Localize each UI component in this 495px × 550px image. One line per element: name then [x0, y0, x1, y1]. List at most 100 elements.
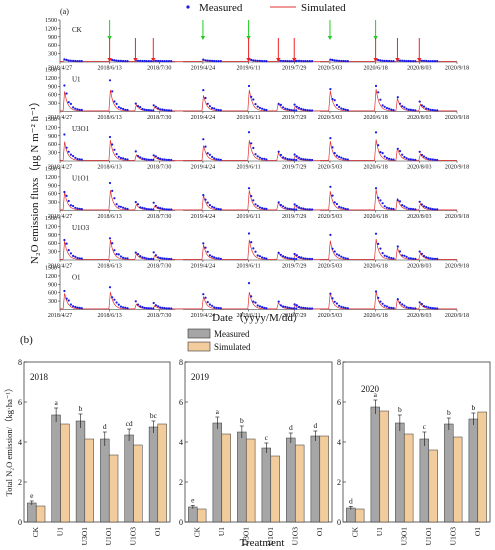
measured-point	[219, 158, 222, 161]
simulated-series-line	[60, 89, 457, 112]
measured-point	[381, 302, 384, 305]
x-tick-label: 2018/7/30	[147, 214, 171, 220]
measured-point	[398, 200, 402, 203]
measured-point	[383, 254, 386, 257]
measured-point	[427, 207, 430, 210]
measured-point	[206, 301, 209, 304]
measured-point	[139, 156, 142, 159]
measured-point	[414, 257, 417, 260]
measured-point	[117, 303, 120, 306]
measured-point	[126, 307, 129, 310]
measured-point	[401, 303, 404, 306]
measured-point	[69, 59, 72, 62]
bar-y-tick-label: 2	[179, 478, 183, 487]
measured-point	[147, 158, 150, 161]
x-tick-label: 2020/5/03	[318, 313, 342, 319]
y-tick-label: 300	[48, 299, 57, 305]
measured-point	[122, 157, 125, 160]
fertilization-arrow-red-head	[292, 58, 297, 62]
measured-point	[295, 304, 298, 307]
measured-point	[157, 59, 160, 63]
panel-b-xlabel: Treatment	[240, 537, 285, 549]
x-tick-label: 2019/4/24	[191, 115, 215, 121]
bar-measured-u1o1	[100, 438, 110, 523]
measured-point	[159, 108, 162, 111]
measured-point	[381, 252, 384, 255]
measured-point	[284, 256, 287, 259]
fertilization-arrow-red-head	[107, 58, 112, 62]
x-tick-label: 2020/6/18	[363, 214, 387, 220]
panel-b-legend: Measured Simulated	[187, 328, 251, 352]
x-tick-label: 2018/6/13	[97, 115, 121, 121]
measured-point	[304, 108, 307, 112]
measured-point	[167, 208, 171, 211]
measured-point	[344, 306, 347, 310]
measured-point	[126, 207, 129, 211]
measured-point	[329, 137, 332, 140]
measured-point	[80, 208, 83, 211]
measured-point	[308, 60, 311, 63]
measured-point	[254, 59, 257, 62]
measured-point	[344, 207, 347, 211]
measured-point	[152, 158, 155, 161]
measured-point	[333, 152, 336, 155]
measured-point	[265, 158, 268, 161]
measured-point	[256, 155, 259, 158]
measured-point	[163, 60, 166, 63]
measured-point	[261, 306, 264, 309]
measured-point	[390, 158, 393, 161]
measured-point	[263, 157, 266, 160]
measured-point	[150, 158, 153, 161]
measured-point	[429, 60, 432, 63]
measured-point	[211, 304, 214, 307]
measured-point	[170, 109, 173, 112]
measured-point	[297, 106, 301, 109]
x-tick-label: 2019/7/29	[282, 66, 306, 72]
measured-point	[396, 245, 399, 248]
y-tick-label: 1200	[45, 76, 57, 82]
measured-point	[143, 59, 146, 63]
measured-point	[390, 207, 393, 210]
measured-point	[379, 59, 382, 62]
measured-point	[379, 151, 382, 154]
measured-point	[383, 59, 386, 63]
x-tick-label: 2019/4/24	[191, 313, 215, 319]
significance-letter: d	[289, 423, 293, 432]
legend-bar-simulated-label: Simulated	[214, 342, 251, 352]
measured-point	[335, 302, 338, 305]
measured-point	[306, 208, 309, 211]
measured-point	[431, 108, 434, 112]
y-tick-label: 900	[48, 134, 57, 140]
measured-point	[398, 102, 402, 105]
measured-point	[143, 207, 146, 210]
measured-point	[115, 153, 118, 156]
category-label: U3O1	[80, 527, 89, 546]
measured-point	[304, 208, 307, 211]
significance-letter: c	[265, 433, 269, 442]
measured-point	[258, 255, 261, 258]
measured-point	[165, 257, 168, 260]
fertilization-arrow-red-head	[151, 58, 156, 62]
measured-point	[63, 58, 66, 61]
y-tick-label: 600	[48, 291, 57, 297]
measured-point	[379, 300, 382, 303]
measured-point	[250, 195, 253, 198]
x-tick-label: 2019/6/11	[237, 313, 261, 319]
measured-point	[150, 257, 153, 260]
measured-point	[247, 131, 251, 134]
measured-point	[385, 305, 388, 308]
measured-point	[213, 157, 216, 160]
measured-point	[113, 249, 116, 252]
measured-point	[392, 207, 395, 211]
measured-point	[72, 204, 75, 208]
fertilization-arrow-red-head	[373, 58, 378, 62]
measured-point	[122, 206, 125, 209]
measured-point	[65, 146, 68, 149]
significance-letter: a	[54, 398, 58, 407]
measured-point	[126, 158, 129, 161]
measured-point	[279, 253, 282, 256]
measured-point	[279, 203, 282, 207]
simulated-series-line	[60, 189, 457, 211]
measured-point	[286, 60, 289, 63]
